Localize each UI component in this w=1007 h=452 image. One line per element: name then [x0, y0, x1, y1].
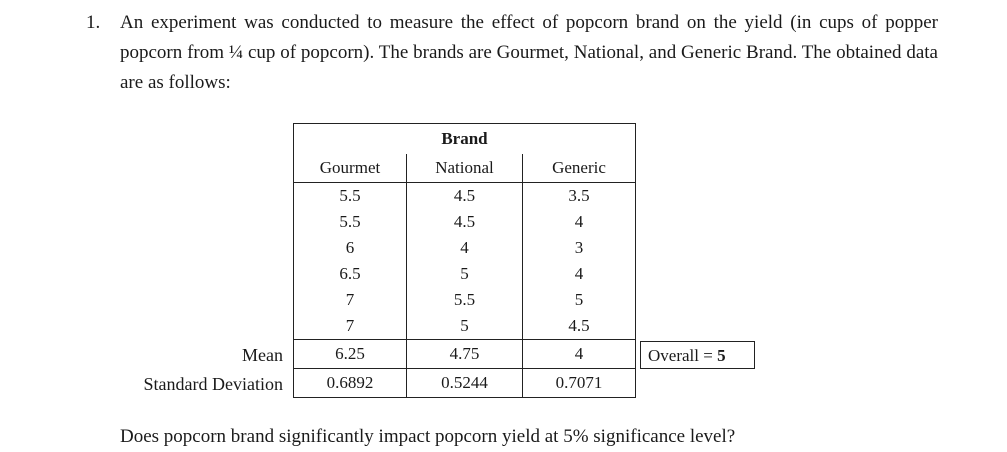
column-header-gourmet: Gourmet [293, 154, 407, 183]
table-cell: 3 [522, 235, 636, 261]
overall-label: Overall = [648, 346, 718, 365]
problem-number: 1. [86, 12, 101, 33]
table-cell: 4.5 [522, 313, 636, 340]
table-cell: 4 [522, 209, 636, 235]
table-row: 6.5 5 4 [293, 261, 636, 287]
table-cell: 5 [406, 261, 523, 287]
table-cell: 6.5 [293, 261, 407, 287]
overall-value: 5 [717, 346, 726, 365]
table-cell: 4 [522, 261, 636, 287]
table-cell: 4.5 [406, 182, 523, 209]
table-row: 5.5 4.5 4 [293, 209, 636, 235]
column-header-generic: Generic [522, 154, 636, 183]
table-row: 7 5.5 5 [293, 287, 636, 313]
sd-row-label: Standard Deviation [143, 374, 283, 394]
table-row: 7 5 4.5 [293, 313, 636, 340]
mean-row-label: Mean [242, 345, 283, 365]
mean-gourmet: 6.25 [293, 339, 407, 369]
mean-generic: 4 [522, 339, 636, 369]
table-cell: 5 [406, 313, 523, 340]
sd-row: 0.6892 0.5244 0.7071 [293, 368, 636, 398]
table-cell: 5.5 [293, 209, 407, 235]
table-cell: 5 [522, 287, 636, 313]
table-cell: 3.5 [522, 182, 636, 209]
question-text: Does popcorn brand significantly impact … [120, 426, 736, 447]
table-row: 5.5 4.5 3.5 [293, 182, 636, 209]
table-cell: 4.5 [406, 209, 523, 235]
table-cell: 6 [293, 235, 407, 261]
overall-mean-box: Overall = 5 [640, 341, 755, 369]
table-cell: 7 [293, 313, 407, 340]
table-row: 6 4 3 [293, 235, 636, 261]
brand-header: Brand [293, 123, 636, 154]
data-table: Brand Gourmet National Generic 5.5 4.5 3… [293, 123, 636, 398]
sd-generic: 0.7071 [522, 368, 636, 398]
table-cell: 4 [406, 235, 523, 261]
table-cell: 5.5 [293, 182, 407, 209]
mean-row: 6.25 4.75 4 [293, 339, 636, 369]
sd-gourmet: 0.6892 [293, 368, 407, 398]
mean-national: 4.75 [406, 339, 523, 369]
table-cell: 7 [293, 287, 407, 313]
table-cell: 5.5 [406, 287, 523, 313]
sd-national: 0.5244 [406, 368, 523, 398]
problem-statement: An experiment was conducted to measure t… [120, 12, 938, 93]
column-header-national: National [406, 154, 523, 183]
